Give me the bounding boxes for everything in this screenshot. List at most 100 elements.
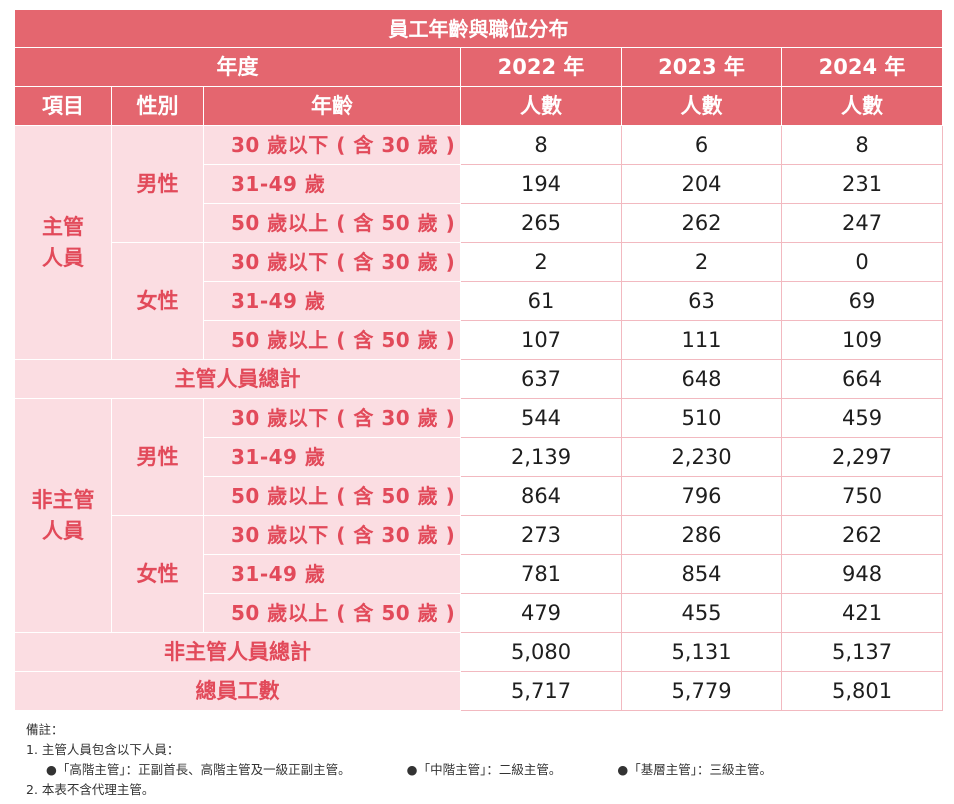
value-cell: 286: [621, 515, 782, 555]
value-cell: 8: [780, 125, 944, 165]
notes-heading: 備註：: [26, 722, 64, 737]
grand-total-cell: 5,717: [460, 671, 622, 711]
table-row-grand-total: 總員工數 5,717 5,779 5,801: [14, 671, 944, 711]
value-cell: 247: [780, 203, 944, 243]
total-cell: 5,131: [621, 632, 782, 672]
value-cell: 2,297: [780, 437, 944, 477]
value-cell: 231: [780, 164, 944, 204]
note-bullet-middle: ●「中階主管」：二級主管。: [406, 762, 562, 777]
table-row: 非主管 人員 男性 30 歲以下 ( 含 30 歲 ) 544 510 459: [14, 398, 944, 633]
value-cell: 204: [621, 164, 782, 204]
value-cell: 2: [460, 242, 622, 282]
value-cell: 61: [460, 281, 622, 321]
table-row: 主管 人員 男性 30 歲以下 ( 含 30 歲 ) 8 6 8: [14, 125, 944, 360]
value-cell: 273: [460, 515, 622, 555]
table-title: 員工年齡與職位分布: [13, 9, 944, 48]
total-cell: 648: [621, 359, 782, 399]
value-cell: 262: [621, 203, 782, 243]
age-label: 30 歲以下 ( 含 30 歲 ): [203, 398, 461, 438]
value-cell: 63: [621, 281, 782, 321]
grand-total-cell: 5,801: [780, 671, 944, 711]
total-cell: 664: [780, 359, 944, 399]
table-row: 女性 30 歲以下 ( 含 30 歲 ) 2 2 0: [15, 242, 944, 360]
gender-label-female: 女性: [111, 515, 204, 633]
value-cell: 107: [460, 320, 622, 360]
footnotes: 備註： 1. 主管人員包含以下人員： ●「高階主管」：正副首長、高階主管及一級正…: [26, 720, 946, 800]
value-cell: 111: [621, 320, 782, 360]
value-cell: 8: [460, 125, 622, 165]
age-label: 31-49 歲: [203, 281, 461, 321]
value-cell: 479: [460, 593, 622, 633]
age-label: 50 歲以上 ( 含 50 歲 ): [203, 476, 461, 516]
value-cell: 455: [621, 593, 782, 633]
value-cell: 2,230: [621, 437, 782, 477]
group-label-managers: 主管 人員: [14, 125, 112, 360]
total-cell: 5,080: [460, 632, 622, 672]
gender-label-female: 女性: [111, 242, 204, 360]
note-bullet-senior: ●「高階主管」：正副首長、高階主管及一級正副主管。: [46, 762, 351, 777]
value-cell: 510: [621, 398, 782, 438]
value-cell: 69: [780, 281, 944, 321]
column-header-count-2022: 人數: [460, 86, 622, 126]
age-label: 50 歲以上 ( 含 50 歲 ): [203, 593, 461, 633]
table-row-subtotal: 主管人員總計 637 648 664: [14, 359, 944, 399]
year-header-2024: 2024 年: [780, 47, 944, 87]
gender-label-male: 男性: [111, 398, 204, 516]
value-cell: 262: [780, 515, 944, 555]
value-cell: 750: [780, 476, 944, 516]
value-cell: 265: [460, 203, 622, 243]
age-label: 50 歲以上 ( 含 50 歲 ): [203, 203, 461, 243]
grand-total-cell: 5,779: [621, 671, 782, 711]
value-cell: 864: [460, 476, 622, 516]
value-cell: 109: [780, 320, 944, 360]
table-row: 女性 30 歲以下 ( 含 30 歲 ) 273 286 262: [15, 515, 944, 633]
managers-total-label: 主管人員總計: [14, 359, 461, 399]
value-cell: 2,139: [460, 437, 622, 477]
non-managers-total-label: 非主管人員總計: [14, 632, 461, 672]
value-cell: 194: [460, 164, 622, 204]
column-header-count-2024: 人數: [780, 86, 944, 126]
employee-age-position-table: 員工年齡與職位分布 年度 2022 年 2023 年 2024 年 項目 性別 …: [13, 9, 944, 711]
total-cell: 5,137: [780, 632, 944, 672]
age-label: 30 歲以下 ( 含 30 歲 ): [203, 125, 461, 165]
value-cell: 0: [780, 242, 944, 282]
table-row-subtotal: 非主管人員總計 5,080 5,131 5,137: [14, 632, 944, 672]
table-row: 50 歲以上 ( 含 50 歲 ) 479 455 421: [15, 593, 944, 633]
note-bullets: ●「高階主管」：正副首長、高階主管及一級正副主管。 ●「中階主管」：二級主管。 …: [26, 760, 946, 780]
age-label: 31-49 歲: [203, 437, 461, 477]
total-cell: 637: [460, 359, 622, 399]
table-row: 50 歲以上 ( 含 50 歲 ) 265 262 247: [15, 203, 944, 243]
column-header-age: 年齡: [203, 86, 461, 126]
age-label: 30 歲以下 ( 含 30 歲 ): [203, 515, 461, 555]
note-bullet-junior: ●「基層主管」：三級主管。: [617, 762, 772, 777]
gender-label-male: 男性: [111, 125, 204, 243]
table-row: 31-49 歲 781 854 948: [15, 554, 944, 594]
value-cell: 544: [460, 398, 622, 438]
value-cell: 796: [621, 476, 782, 516]
value-cell: 421: [780, 593, 944, 633]
value-cell: 948: [780, 554, 944, 594]
value-cell: 781: [460, 554, 622, 594]
column-header-item: 項目: [14, 86, 112, 126]
grand-total-label: 總員工數: [14, 671, 461, 711]
age-label: 31-49 歲: [203, 164, 461, 204]
note-line-2: 2. 本表不含代理主管。: [26, 782, 155, 797]
note-line-1: 1. 主管人員包含以下人員：: [26, 742, 180, 757]
employee-age-position-table-container: 員工年齡與職位分布 年度 2022 年 2023 年 2024 年 項目 性別 …: [13, 9, 944, 711]
value-cell: 6: [621, 125, 782, 165]
group-label-non-managers: 非主管 人員: [14, 398, 112, 633]
column-header-count-2023: 人數: [621, 86, 782, 126]
year-header-2023: 2023 年: [621, 47, 782, 87]
table-row: 50 歲以上 ( 含 50 歲 ) 107 111 109: [15, 320, 944, 360]
table-row: 50 歲以上 ( 含 50 歲 ) 864 796 750: [15, 476, 944, 516]
column-header-gender: 性別: [111, 86, 204, 126]
table-row: 31-49 歲 194 204 231: [15, 164, 944, 204]
age-label: 30 歲以下 ( 含 30 歲 ): [203, 242, 461, 282]
table-row: 31-49 歲 61 63 69: [15, 281, 944, 321]
age-label: 50 歲以上 ( 含 50 歲 ): [203, 320, 461, 360]
value-cell: 459: [780, 398, 944, 438]
value-cell: 2: [621, 242, 782, 282]
year-header-2022: 2022 年: [460, 47, 622, 87]
age-label: 31-49 歲: [203, 554, 461, 594]
year-header-label: 年度: [14, 47, 461, 87]
